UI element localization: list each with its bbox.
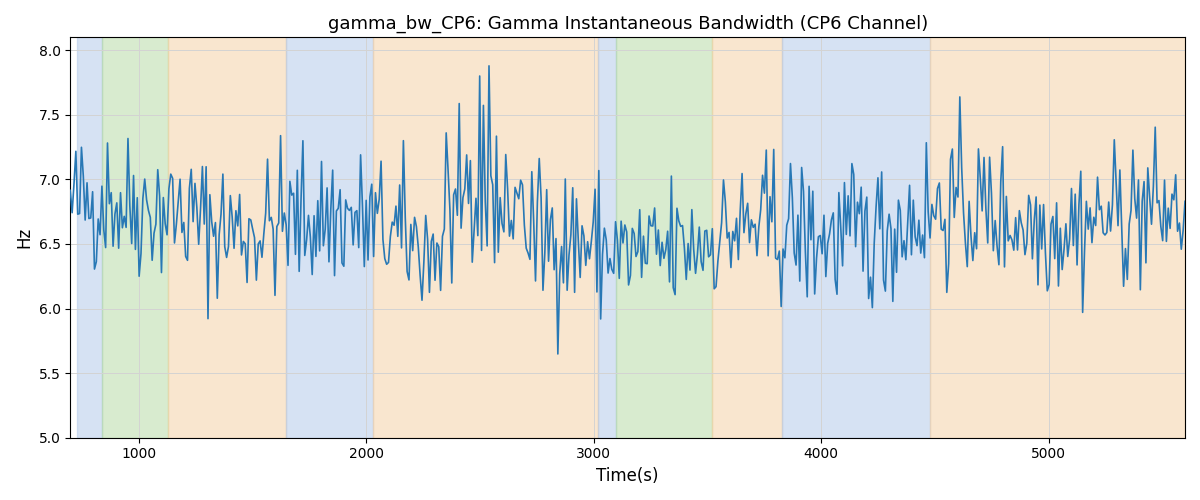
Bar <box>930 38 1186 438</box>
Bar <box>287 38 373 438</box>
X-axis label: Time(s): Time(s) <box>596 467 659 485</box>
Bar <box>373 38 598 438</box>
Y-axis label: Hz: Hz <box>16 227 34 248</box>
Bar <box>598 38 617 438</box>
Bar <box>617 38 712 438</box>
Bar <box>102 38 168 438</box>
Bar <box>77 38 102 438</box>
Bar <box>712 38 782 438</box>
Title: gamma_bw_CP6: Gamma Instantaneous Bandwidth (CP6 Channel): gamma_bw_CP6: Gamma Instantaneous Bandwi… <box>328 15 928 34</box>
Bar <box>168 38 287 438</box>
Bar <box>782 38 930 438</box>
